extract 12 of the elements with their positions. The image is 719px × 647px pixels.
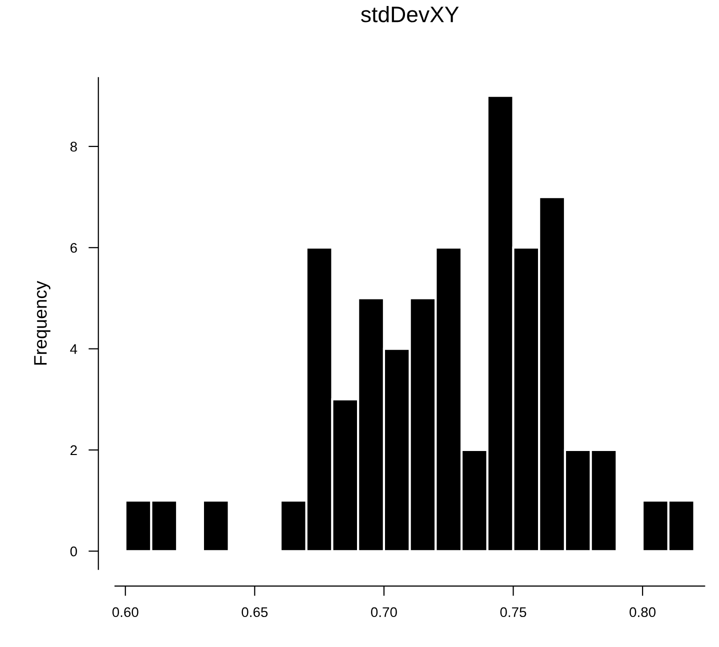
y-axis-title: Frequency [34,280,50,365]
y-tick-label: 2 [70,445,77,456]
y-tick-label: 8 [70,142,77,152]
x-tick-label: 0.65 [242,607,268,618]
x-tick-label: 0.80 [630,607,656,618]
y-tick-label: 6 [70,242,77,253]
y-tick-label: 0 [70,546,77,556]
x-tick-label: 0.60 [112,607,138,618]
x-tick-label: 0.75 [500,607,526,618]
chart-title: stdDevXY [361,6,459,22]
x-tick-label: 0.70 [371,607,397,618]
y-tick-label: 4 [70,344,78,354]
